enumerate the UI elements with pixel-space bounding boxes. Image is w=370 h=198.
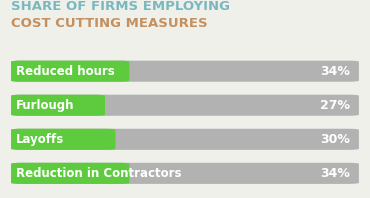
Text: 30%: 30%: [320, 133, 350, 146]
Text: 34%: 34%: [320, 167, 350, 180]
FancyBboxPatch shape: [11, 61, 359, 82]
Text: 34%: 34%: [320, 65, 350, 78]
FancyBboxPatch shape: [11, 129, 115, 150]
Text: Reduced hours: Reduced hours: [16, 65, 115, 78]
Text: Furlough: Furlough: [16, 99, 75, 112]
Text: Layoffs: Layoffs: [16, 133, 65, 146]
FancyBboxPatch shape: [11, 95, 105, 116]
FancyBboxPatch shape: [11, 61, 129, 82]
FancyBboxPatch shape: [11, 129, 359, 150]
Text: Reduction in Contractors: Reduction in Contractors: [16, 167, 182, 180]
Text: 27%: 27%: [320, 99, 350, 112]
FancyBboxPatch shape: [11, 163, 359, 184]
FancyBboxPatch shape: [11, 95, 359, 116]
Text: SHARE OF FIRMS EMPLOYING: SHARE OF FIRMS EMPLOYING: [11, 0, 230, 13]
Text: COST CUTTING MEASURES: COST CUTTING MEASURES: [11, 17, 208, 30]
FancyBboxPatch shape: [11, 163, 129, 184]
